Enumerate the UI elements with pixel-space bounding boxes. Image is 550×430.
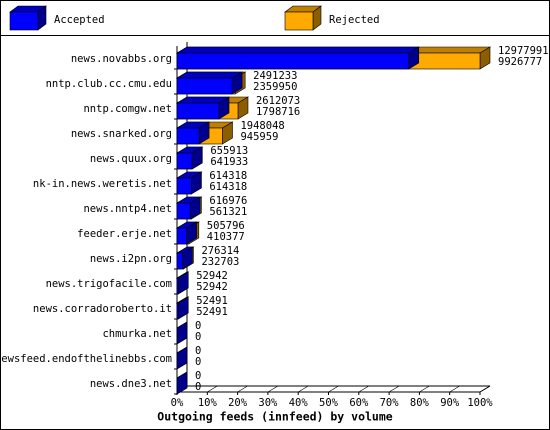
value-label: 12977991 <box>498 45 549 57</box>
category-label: news.nntp4.net <box>83 203 172 215</box>
x-tick <box>298 385 309 393</box>
bar-accepted <box>176 102 220 120</box>
bar-accepted <box>176 202 191 220</box>
x-tick <box>479 385 491 393</box>
bar-accepted-side <box>176 371 188 395</box>
value-label: 0 <box>195 381 201 393</box>
value-label: 1798716 <box>256 106 300 118</box>
legend-label: Accepted <box>54 14 105 26</box>
value-label: 2359950 <box>253 81 297 93</box>
x-tick-label: 70% <box>380 397 400 409</box>
value-label: 0 <box>195 345 201 357</box>
value-label: 641933 <box>210 156 248 168</box>
value-label: 276314 <box>201 245 239 257</box>
category-label: nntp.club.cc.cmu.edu <box>46 78 172 90</box>
category-label: news.dne3.net <box>90 378 172 390</box>
x-tick <box>419 385 430 393</box>
value-label: 0 <box>195 320 201 332</box>
value-label: 614318 <box>209 181 247 193</box>
x-tick-label: 80% <box>410 397 430 409</box>
value-label: 52491 <box>196 306 228 318</box>
category-label: news.quux.org <box>90 153 172 165</box>
bar-accepted <box>176 277 179 295</box>
x-tick <box>267 385 279 393</box>
value-label: 9926777 <box>498 56 542 68</box>
bar-accepted <box>176 227 187 245</box>
x-tick-label: 40% <box>289 397 309 409</box>
bar-accepted <box>176 127 200 145</box>
category-label: news.snarked.org <box>71 128 172 140</box>
category-label: news.novabbs.org <box>71 53 172 65</box>
x-tick-label: 10% <box>198 397 218 409</box>
legend-swatch <box>9 11 39 31</box>
chart-title: Outgoing feeds (innfeed) by volume <box>157 410 392 424</box>
x-tick-label: 90% <box>440 397 460 409</box>
bar-accepted <box>176 177 192 195</box>
category-label: chmurka.net <box>102 328 172 340</box>
category-label: news.trigofacile.com <box>46 278 172 290</box>
value-label: 945959 <box>240 131 278 143</box>
value-label: 52942 <box>196 281 228 293</box>
category-label: news.i2pn.org <box>90 253 172 265</box>
x-tick <box>388 385 400 393</box>
value-label: 505796 <box>207 220 245 232</box>
category-label: news.corradoroberto.it <box>33 303 172 315</box>
legend-label: Rejected <box>329 14 380 26</box>
category-label: nntp.comgw.net <box>83 103 172 115</box>
value-label: 52491 <box>196 295 228 307</box>
bar-accepted-top <box>175 71 244 79</box>
bar-accepted-top <box>175 46 420 54</box>
value-label: 614318 <box>209 170 247 182</box>
x-tick-label: 0% <box>171 397 184 409</box>
value-label: 2491233 <box>253 70 297 82</box>
x-tick-label: 50% <box>319 397 339 409</box>
bar-accepted <box>176 302 179 320</box>
x-tick-label: 100% <box>467 397 493 409</box>
value-label: 561321 <box>209 206 247 218</box>
value-label: 0 <box>195 331 201 343</box>
bar-accepted <box>176 77 233 95</box>
category-label: nk-in.news.weretis.net <box>33 178 172 190</box>
x-tick-label: 20% <box>228 397 248 409</box>
category-label: feeder.erje.net <box>77 228 172 240</box>
legend-swatch <box>284 11 314 31</box>
bar-accepted <box>176 152 193 170</box>
value-label: 655913 <box>210 145 248 157</box>
bar-accepted <box>176 252 183 270</box>
category-label: newsfeed.endofthelinebbs.com <box>0 353 172 365</box>
x-tick <box>207 385 218 393</box>
x-tick-label: 60% <box>349 397 369 409</box>
bar-accepted-side <box>176 346 188 370</box>
value-label: 52942 <box>196 270 228 282</box>
x-tick <box>449 385 460 393</box>
bar-accepted-side <box>176 321 188 345</box>
value-label: 616976 <box>209 195 247 207</box>
value-label: 410377 <box>207 231 245 243</box>
bar-accepted <box>176 52 410 70</box>
value-label: 232703 <box>201 256 239 268</box>
x-tick-label: 30% <box>258 397 278 409</box>
x-tick <box>328 385 339 393</box>
value-label: 0 <box>195 356 201 368</box>
x-tick <box>237 385 248 393</box>
value-label: 0 <box>195 370 201 382</box>
value-label: 1948048 <box>240 120 284 132</box>
x-tick <box>358 385 369 393</box>
value-label: 2612073 <box>256 95 300 107</box>
